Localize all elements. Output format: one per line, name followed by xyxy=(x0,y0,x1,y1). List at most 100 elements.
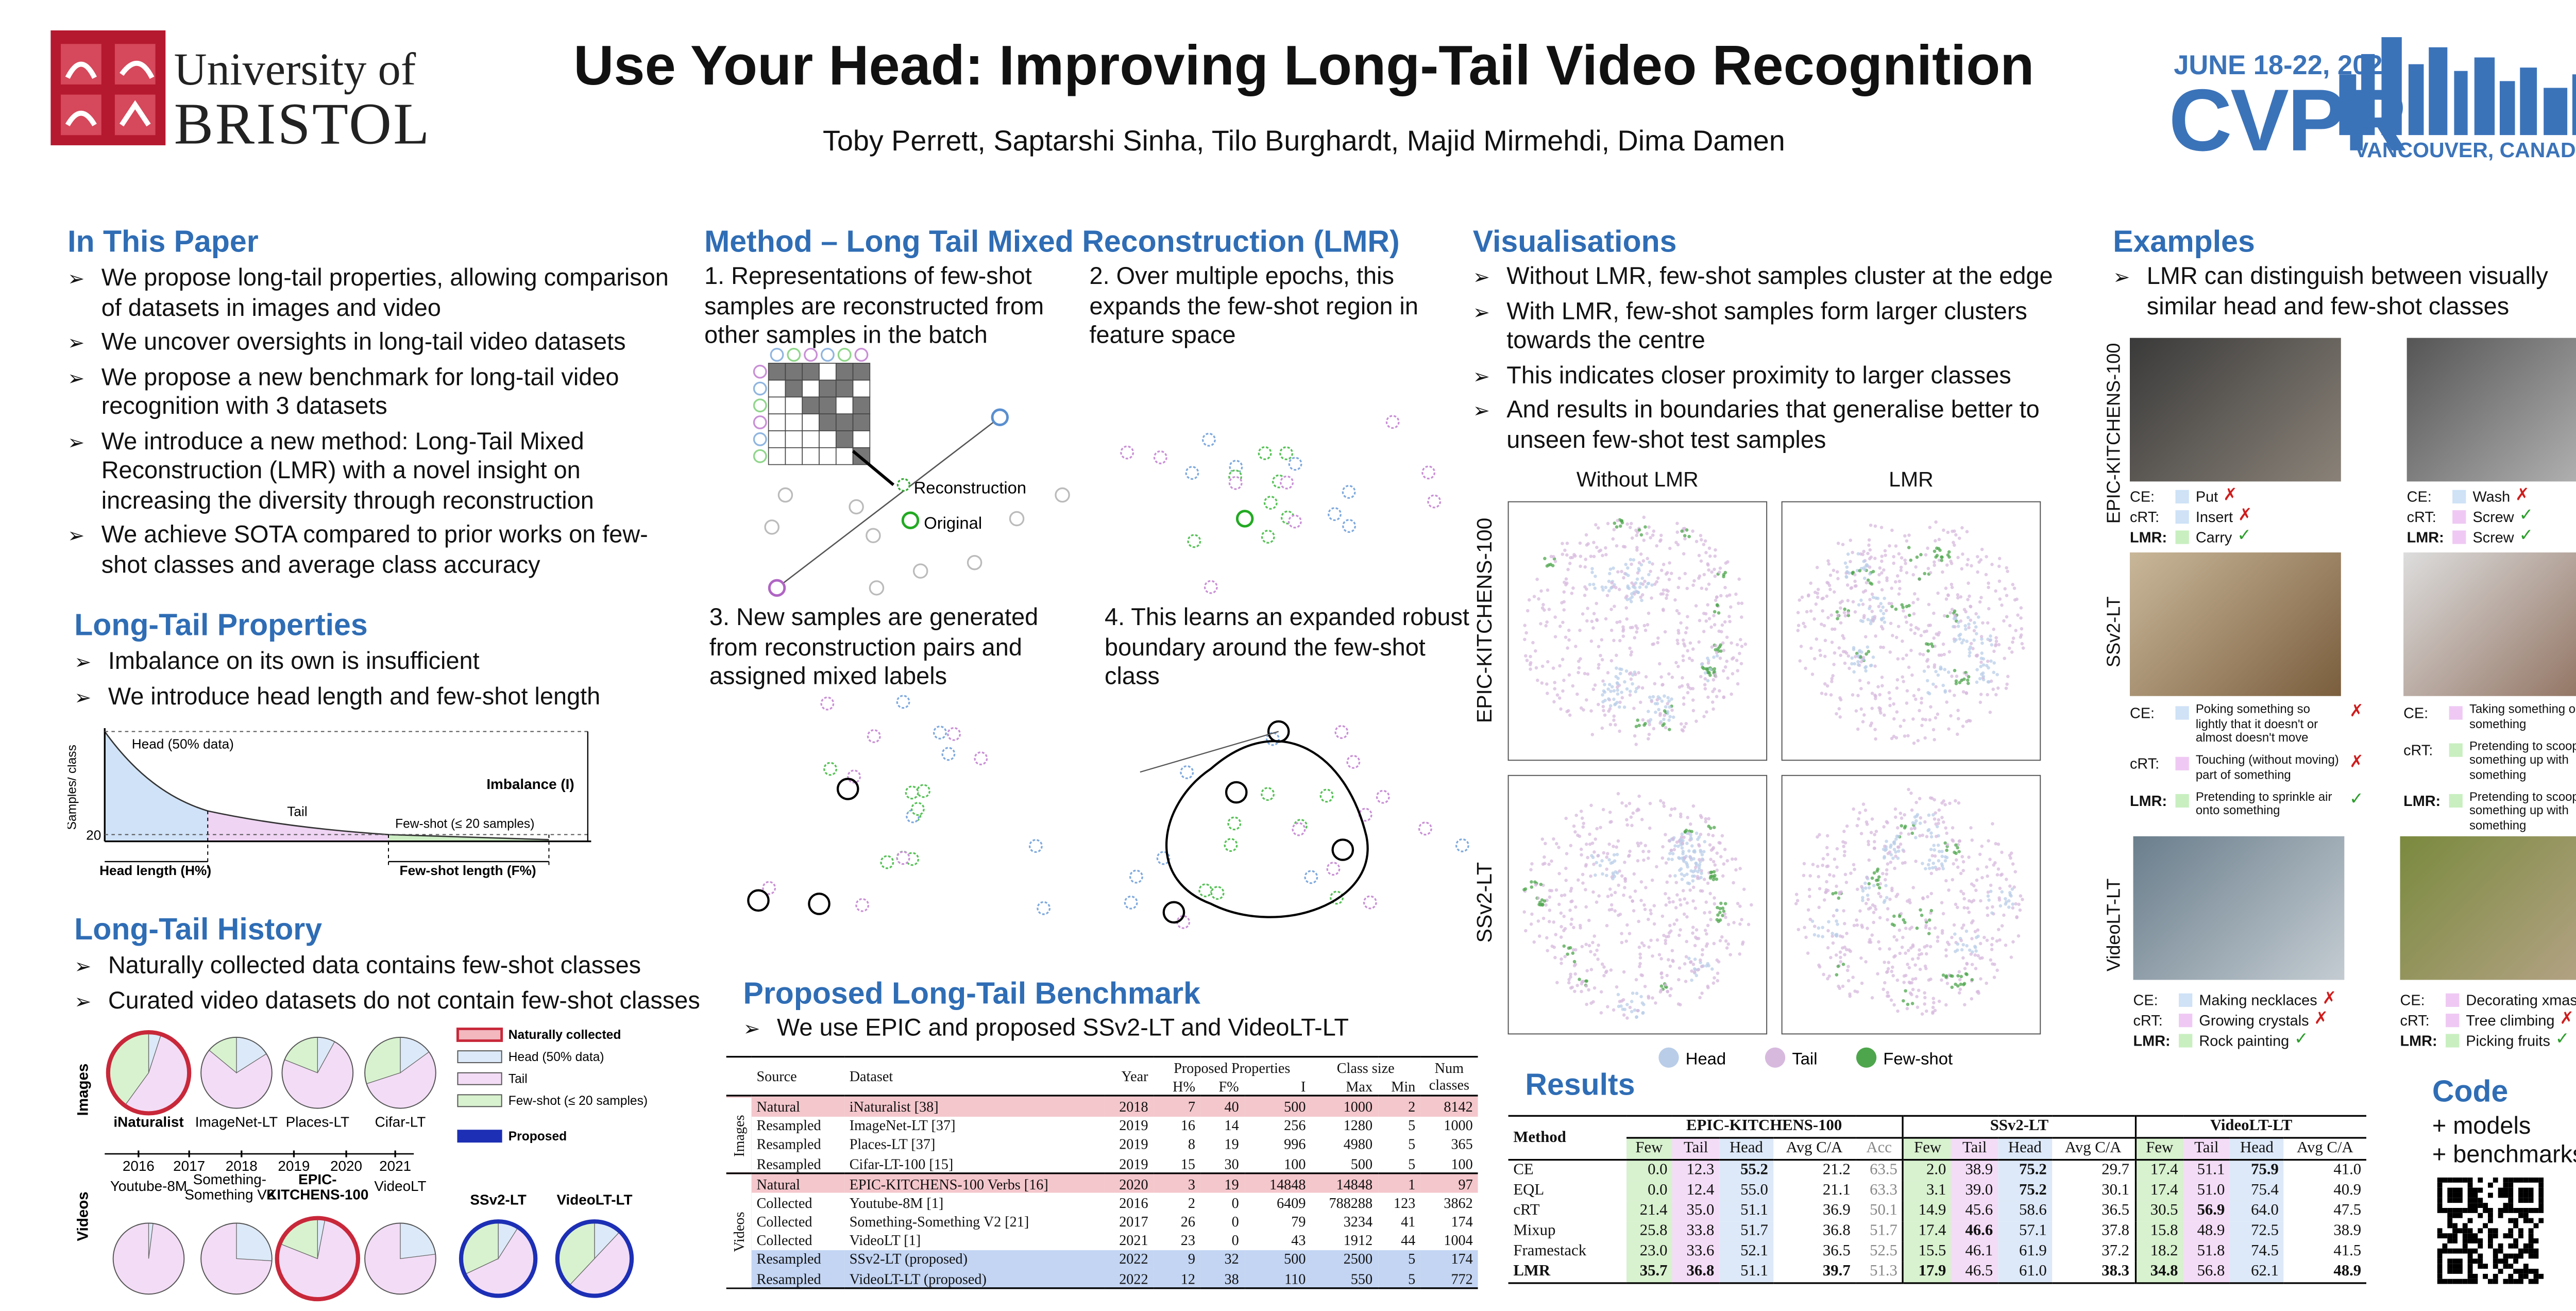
tsne-point xyxy=(1960,641,1964,645)
tsne-point xyxy=(1980,637,1984,641)
tsne-point xyxy=(1836,617,1839,620)
table-cell: 17.4 xyxy=(2134,1181,2183,1201)
qr-module xyxy=(2472,1203,2478,1208)
qr-module xyxy=(2533,1208,2539,1213)
table-row: Framestack 23.0 33.6 52.1 36.5 52.5 15.5 46.1 61… xyxy=(1509,1241,2366,1262)
tsne-point xyxy=(1892,1003,1896,1007)
tsne-point xyxy=(1854,584,1858,588)
tsne-point xyxy=(1667,578,1671,581)
table-cell: 75.4 xyxy=(2230,1181,2284,1201)
tsne-point xyxy=(1681,654,1685,658)
tsne-point xyxy=(1572,824,1576,828)
matrix-cell xyxy=(785,363,803,381)
prediction: Rock painting xyxy=(2199,1032,2290,1049)
tsne-point xyxy=(1586,672,1590,676)
tsne-point xyxy=(1948,801,1952,805)
tsne-point xyxy=(1984,573,1988,577)
tsne-point xyxy=(1629,815,1633,819)
tsne-point xyxy=(1899,725,1903,728)
tsne-point xyxy=(1612,585,1615,589)
tsne-point xyxy=(1633,734,1637,738)
tsne-point xyxy=(1669,848,1673,852)
tsne-point xyxy=(1673,844,1677,848)
tsne-point xyxy=(1861,602,1865,606)
tsne-point xyxy=(1945,614,1950,618)
tsne-point xyxy=(1899,912,1903,916)
tsne-point xyxy=(1672,848,1676,851)
tsne-point xyxy=(1714,598,1718,602)
prediction: Decorating xmas tree xyxy=(2466,991,2576,1009)
tsne-point xyxy=(1608,887,1612,891)
tsne-point xyxy=(1570,899,1574,903)
tsne-point xyxy=(1710,570,1714,574)
tsne-point xyxy=(1897,579,1902,583)
tsne-point xyxy=(1709,918,1713,921)
tsne-point xyxy=(1973,945,1977,948)
bristol-crest xyxy=(50,30,166,145)
tsne-point xyxy=(1816,587,1820,592)
tsne-point xyxy=(1986,906,1989,910)
tsne-point xyxy=(1861,802,1866,806)
tsne-point xyxy=(1931,682,1935,686)
tsne-point xyxy=(1865,822,1869,826)
tsne-point xyxy=(1634,743,1638,746)
tsne-point xyxy=(1907,613,1911,617)
tsne-point xyxy=(1911,987,1915,991)
tsne-point xyxy=(1917,687,1921,692)
bullet: We uncover oversights in long-tail video… xyxy=(67,329,675,359)
tsne-point xyxy=(1973,953,1977,957)
tsne-point xyxy=(1797,928,1801,932)
code-lines: + models + benchmarks xyxy=(2432,1113,2576,1170)
tsne-point xyxy=(1589,554,1593,558)
tsne-point xyxy=(1957,970,1961,973)
section-heading: Code xyxy=(2432,1074,2509,1108)
tsne-point xyxy=(1721,874,1725,878)
tsne-point xyxy=(1849,560,1852,564)
sample xyxy=(787,348,801,362)
tsne-point xyxy=(1958,637,1962,641)
table-cell: 5 xyxy=(1408,1270,1416,1287)
tsne-point xyxy=(1632,707,1636,710)
example-image xyxy=(2129,338,2341,482)
tsne-point xyxy=(1821,863,1824,867)
tsne-point xyxy=(1621,629,1625,633)
qr-module xyxy=(2503,1182,2509,1188)
tsne-point xyxy=(1960,948,1964,952)
tsne-point xyxy=(1553,635,1557,638)
tsne-point xyxy=(1597,894,1601,898)
qr-module xyxy=(2452,1208,2458,1213)
tsne-point xyxy=(1943,859,1947,863)
dataset-label: Places-LT xyxy=(286,1114,349,1130)
tsne-point xyxy=(1929,909,1934,913)
tsne-point xyxy=(1649,938,1653,943)
tsne-point xyxy=(1822,624,1826,628)
tsne-point xyxy=(1563,893,1567,897)
tsne-point xyxy=(1837,646,1841,650)
tsne-point xyxy=(1980,844,1984,848)
table-cell: 3234 xyxy=(1343,1213,1373,1230)
tsne-point xyxy=(1952,923,1956,927)
tsne-point xyxy=(1978,956,1982,960)
tsne-point xyxy=(1846,599,1850,602)
tsne-point xyxy=(1543,608,1546,612)
tsne-point xyxy=(1897,914,1902,918)
tsne-point xyxy=(1846,654,1851,658)
tsne-point xyxy=(1607,683,1612,686)
qr-module xyxy=(2508,1203,2514,1208)
tsne-point xyxy=(1649,536,1652,540)
tsne-point xyxy=(1698,996,1702,1000)
tsne-point xyxy=(1601,553,1604,558)
tsne-point xyxy=(1595,948,1599,952)
tsne-point xyxy=(1578,834,1582,838)
tsne-point xyxy=(1889,853,1893,856)
tsne-point xyxy=(1870,721,1874,725)
tsne-point xyxy=(1577,670,1580,675)
tsne-point xyxy=(1638,585,1642,589)
qr-module xyxy=(2462,1279,2468,1284)
tsne-point xyxy=(1839,621,1843,625)
prediction-mark: ✗ xyxy=(2238,507,2252,526)
sample xyxy=(905,785,919,800)
tsne-point xyxy=(1618,587,1621,592)
header-cell: H% xyxy=(1173,1077,1195,1095)
section-heading: Long-Tail History xyxy=(74,912,323,946)
